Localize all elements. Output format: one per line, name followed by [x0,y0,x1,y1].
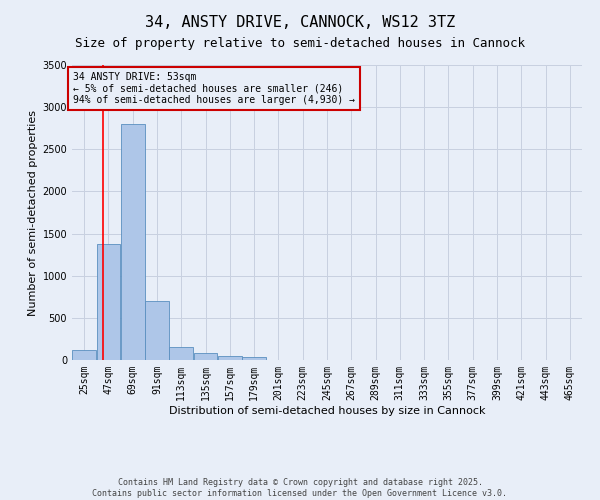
Bar [97,244,120,360]
Text: 34 ANSTY DRIVE: 53sqm
← 5% of semi-detached houses are smaller (246)
94% of semi: 34 ANSTY DRIVE: 53sqm ← 5% of semi-detac… [73,72,355,105]
Bar [218,356,242,360]
Text: Contains HM Land Registry data © Crown copyright and database right 2025.
Contai: Contains HM Land Registry data © Crown c… [92,478,508,498]
Y-axis label: Number of semi-detached properties: Number of semi-detached properties [28,110,38,316]
Text: 34, ANSTY DRIVE, CANNOCK, WS12 3TZ: 34, ANSTY DRIVE, CANNOCK, WS12 3TZ [145,15,455,30]
Bar [72,350,96,360]
Bar [145,301,169,360]
Bar [121,124,145,360]
Bar [194,354,217,360]
X-axis label: Distribution of semi-detached houses by size in Cannock: Distribution of semi-detached houses by … [169,406,485,415]
Bar [242,358,266,360]
Text: Size of property relative to semi-detached houses in Cannock: Size of property relative to semi-detach… [75,38,525,51]
Bar [169,348,193,360]
